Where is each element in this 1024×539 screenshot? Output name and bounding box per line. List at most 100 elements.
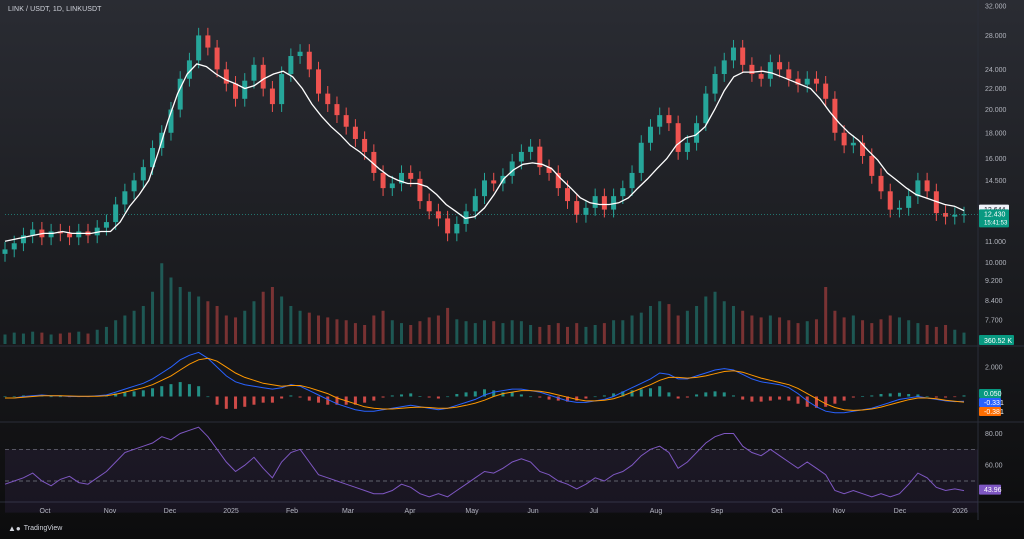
macd-histogram-bar: [446, 396, 450, 398]
price-axis-tick: 22.000: [985, 86, 1007, 93]
volume-bar: [446, 307, 450, 344]
candle-body: [334, 104, 340, 116]
volume-bar: [455, 319, 459, 344]
candle-body: [804, 78, 810, 85]
tradingview-brand[interactable]: ▲● TradingView: [8, 524, 62, 533]
candle-body: [943, 213, 949, 217]
volume-bar: [704, 296, 708, 344]
candle-body: [850, 142, 856, 146]
macd-histogram-bar: [538, 396, 542, 398]
volume-bar: [897, 317, 901, 344]
time-axis-tick: Dec: [164, 508, 177, 515]
candle-body: [150, 147, 156, 168]
macd-histogram-bar: [510, 392, 514, 397]
macd-histogram-bar: [529, 396, 533, 398]
candle-body: [592, 196, 598, 208]
candle-body: [445, 218, 451, 234]
volume-bar: [12, 332, 16, 344]
macd-histogram-tag: [979, 389, 1001, 398]
volume-tag: [979, 335, 1014, 345]
candle-body: [214, 47, 220, 70]
candle-body: [528, 146, 534, 152]
time-axis-tick: Jun: [527, 508, 538, 515]
signal-line: [5, 357, 965, 411]
volume-bar: [593, 325, 597, 344]
candle-body: [546, 167, 552, 173]
macd-histogram-bar: [243, 396, 247, 407]
candle-body: [860, 142, 866, 156]
volume-bar: [234, 317, 238, 344]
volume-bar: [317, 315, 321, 344]
volume-bar: [796, 323, 800, 344]
rsi-line: [4, 426, 965, 498]
macd-histogram-bar: [418, 396, 422, 397]
time-axis-tick: 2026: [952, 508, 968, 515]
candle-body: [131, 180, 137, 192]
macd-histogram-bar: [519, 394, 523, 397]
candle-body: [269, 88, 275, 105]
volume-bar: [519, 321, 523, 344]
volume-bar: [861, 320, 865, 344]
candle-body: [352, 126, 358, 139]
volume-bar: [658, 301, 662, 344]
time-axis-tick: May: [465, 508, 479, 515]
macd-histogram-bar: [750, 396, 754, 402]
macd-histogram-bar: [335, 396, 339, 405]
macd-histogram-bar: [879, 394, 883, 397]
macd-histogram-bar: [197, 386, 201, 397]
volume-bar: [916, 323, 920, 344]
volume-bar: [547, 325, 551, 344]
macd-histogram-bar: [565, 396, 569, 402]
candle-body: [186, 60, 192, 79]
volume-bar: [77, 331, 81, 344]
macd-histogram-bar: [123, 392, 127, 397]
candle-body: [325, 93, 331, 105]
volume-bar: [538, 326, 542, 344]
candle-body: [389, 183, 395, 189]
macd-histogram-bar: [3, 396, 7, 398]
candle-body: [758, 74, 764, 79]
candle-body: [684, 142, 690, 152]
rsi-value-tag: [979, 484, 1001, 495]
candle-body: [76, 231, 82, 238]
candle-body: [574, 201, 580, 215]
macd-histogram-bar: [787, 396, 791, 401]
price-axis-tick: 32.000: [985, 4, 1007, 11]
macd-histogram-bar: [741, 396, 745, 400]
volume-bar: [833, 310, 837, 344]
volume-bar: [21, 333, 25, 344]
macd-histogram-bar: [851, 396, 855, 398]
volume-bar: [68, 332, 72, 344]
candle-body: [103, 222, 109, 228]
volume-bar: [436, 315, 440, 344]
volume-bar: [842, 317, 846, 344]
candle-body: [472, 196, 478, 212]
volume-bar: [824, 287, 828, 344]
ticker-label[interactable]: LINK / USDT, 1D, LINKUSDT: [8, 6, 102, 13]
candle-body: [887, 191, 893, 210]
volume-bar: [575, 323, 579, 344]
volume-bar: [372, 315, 376, 344]
volume-value-label: 360.52 K: [984, 338, 1012, 345]
macd-histogram-bar: [934, 396, 938, 398]
macd-histogram-bar: [49, 396, 53, 398]
candle-body: [620, 188, 626, 197]
volume-bar: [621, 320, 625, 344]
volume-bar: [492, 321, 496, 344]
volume-bar: [169, 277, 173, 344]
macd-histogram-bar: [704, 392, 708, 397]
macd-histogram-bar: [778, 396, 782, 400]
volume-bar: [132, 310, 136, 344]
candle-body: [20, 235, 26, 244]
price-axis-tick: 7.700: [985, 317, 1003, 324]
candle-body: [915, 180, 921, 197]
time-axis-tick: Nov: [833, 508, 846, 515]
volume-bar: [390, 320, 394, 344]
candle-body: [657, 115, 663, 127]
rsi-axis-tick: 80.00: [985, 431, 1003, 438]
volume-bar: [722, 301, 726, 344]
volume-bar: [335, 319, 339, 344]
candle-body: [730, 47, 736, 61]
